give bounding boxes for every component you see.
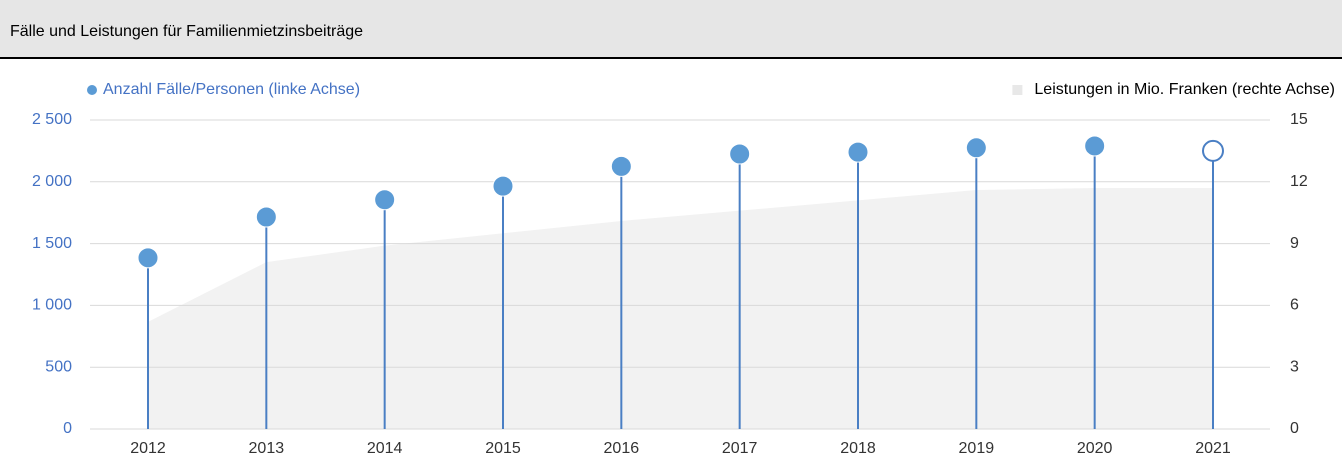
legend-label: Anzahl Fälle/Personen (linke Achse) bbox=[103, 81, 360, 98]
y2-tick-label: 3 bbox=[1290, 358, 1299, 375]
x-tick-label: 2016 bbox=[604, 440, 640, 457]
y2-tick-label: 0 bbox=[1290, 420, 1299, 437]
y2-tick-label: 9 bbox=[1290, 235, 1299, 252]
legend-swatch bbox=[87, 85, 97, 95]
marker bbox=[1202, 139, 1224, 162]
legend-label: Leistungen in Mio. Franken (rechte Achse… bbox=[1034, 81, 1335, 98]
marker bbox=[492, 175, 514, 197]
y-tick-label: 2 000 bbox=[32, 173, 72, 190]
marker bbox=[729, 143, 751, 165]
marker bbox=[374, 189, 396, 211]
x-tick-label: 2017 bbox=[722, 440, 758, 457]
marker bbox=[965, 137, 987, 159]
x-tick-label: 2014 bbox=[367, 440, 403, 457]
x-tick-label: 2021 bbox=[1195, 440, 1231, 457]
legend-swatch bbox=[1012, 85, 1023, 95]
y-tick-label: 2 500 bbox=[32, 111, 72, 128]
marker bbox=[137, 247, 159, 269]
x-tick-label: 2015 bbox=[485, 440, 521, 457]
y-tick-label: 1 000 bbox=[32, 297, 72, 314]
x-tick-label: 2020 bbox=[1077, 440, 1113, 457]
y-tick-label: 500 bbox=[45, 358, 72, 375]
x-tick-label: 2019 bbox=[959, 440, 995, 457]
x-tick-label: 2012 bbox=[130, 440, 166, 457]
area bbox=[148, 187, 1213, 429]
y-tick-label: 0 bbox=[63, 420, 72, 437]
y-tick-label: 1 500 bbox=[32, 235, 72, 252]
x-tick-label: 2013 bbox=[249, 440, 285, 457]
marker bbox=[1084, 135, 1106, 157]
marker bbox=[847, 141, 869, 163]
y2-tick-label: 12 bbox=[1290, 173, 1308, 190]
marker bbox=[255, 206, 277, 228]
header-band bbox=[0, 0, 1342, 58]
y2-tick-label: 6 bbox=[1290, 297, 1299, 314]
chart-title: Fälle und Leistungen für Familienmietzin… bbox=[10, 23, 363, 40]
y2-tick-label: 15 bbox=[1290, 111, 1308, 128]
x-tick-label: 2018 bbox=[840, 440, 876, 457]
marker bbox=[610, 155, 632, 177]
